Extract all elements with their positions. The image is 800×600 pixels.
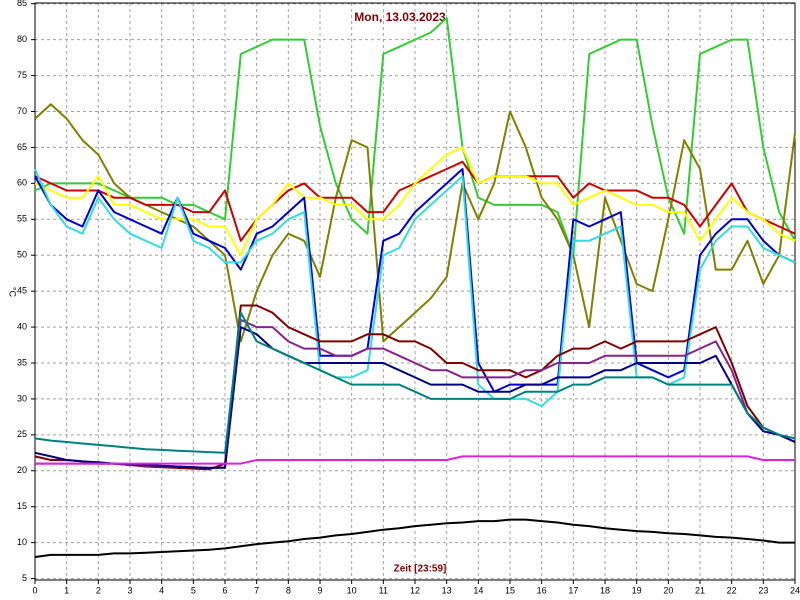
series-line xyxy=(34,326,796,469)
series-line xyxy=(35,455,795,465)
x-tick-label: 6 xyxy=(222,585,227,595)
x-tick-label: 18 xyxy=(600,585,610,595)
x-tick-label: 16 xyxy=(537,585,547,595)
y-tick-label: 55 xyxy=(17,214,27,224)
series-line xyxy=(34,103,796,343)
series-line xyxy=(34,518,795,558)
x-tick-label: 1 xyxy=(64,585,69,595)
series-line xyxy=(34,146,796,257)
x-tick-label: 21 xyxy=(695,585,705,595)
x-tick-label: 15 xyxy=(505,585,515,595)
y-tick-label: 35 xyxy=(17,357,27,367)
x-tick-label: 12 xyxy=(410,585,420,595)
x-tick-label: 22 xyxy=(727,585,737,595)
x-tick-label: 20 xyxy=(663,585,673,595)
x-tick-label: 23 xyxy=(758,585,768,595)
y-tick-label: 65 xyxy=(17,142,27,152)
plot-frame xyxy=(34,2,796,581)
x-tick-label: 17 xyxy=(568,585,578,595)
x-tick-label: 11 xyxy=(379,585,388,595)
x-tick-label: 0 xyxy=(32,585,37,595)
y-tick-label: 40 xyxy=(17,321,27,331)
y-axis-label: °C xyxy=(8,287,18,298)
x-axis-label: Zeit [23:59] xyxy=(394,564,447,575)
x-tick-label: 24 xyxy=(790,585,800,595)
y-tick-label: 30 xyxy=(17,393,27,403)
y-tick-label: 45 xyxy=(17,286,27,296)
y-tick-label: 20 xyxy=(17,465,27,475)
x-tick-label: 7 xyxy=(254,585,259,595)
x-tick-label: 8 xyxy=(286,585,291,595)
y-tick-label: 10 xyxy=(17,537,27,547)
x-tick-label: 3 xyxy=(127,585,132,595)
series-line xyxy=(34,311,796,454)
x-tick-label: 4 xyxy=(159,585,164,595)
x-tick-label: 10 xyxy=(347,585,357,595)
x-tick-label: 13 xyxy=(442,585,452,595)
y-tick-label: 60 xyxy=(17,178,27,188)
x-tick-label: 5 xyxy=(191,585,196,595)
x-tick-label: 2 xyxy=(96,585,101,595)
series-line xyxy=(34,168,796,393)
chart-title: Mon, 13.03.2023 xyxy=(354,10,446,24)
x-tick-label: 19 xyxy=(632,585,642,595)
y-tick-label: 85 xyxy=(17,0,27,8)
y-tick-label: 50 xyxy=(17,250,27,260)
y-tick-label: 25 xyxy=(17,429,27,439)
y-tick-label: 80 xyxy=(17,34,27,44)
x-tick-label: 9 xyxy=(317,585,322,595)
y-tick-label: 15 xyxy=(17,501,27,511)
y-tick-label: 75 xyxy=(17,70,27,80)
x-tick-label: 14 xyxy=(473,585,483,595)
y-tick-label: 5 xyxy=(22,573,27,583)
y-tick-label: 70 xyxy=(17,106,27,116)
